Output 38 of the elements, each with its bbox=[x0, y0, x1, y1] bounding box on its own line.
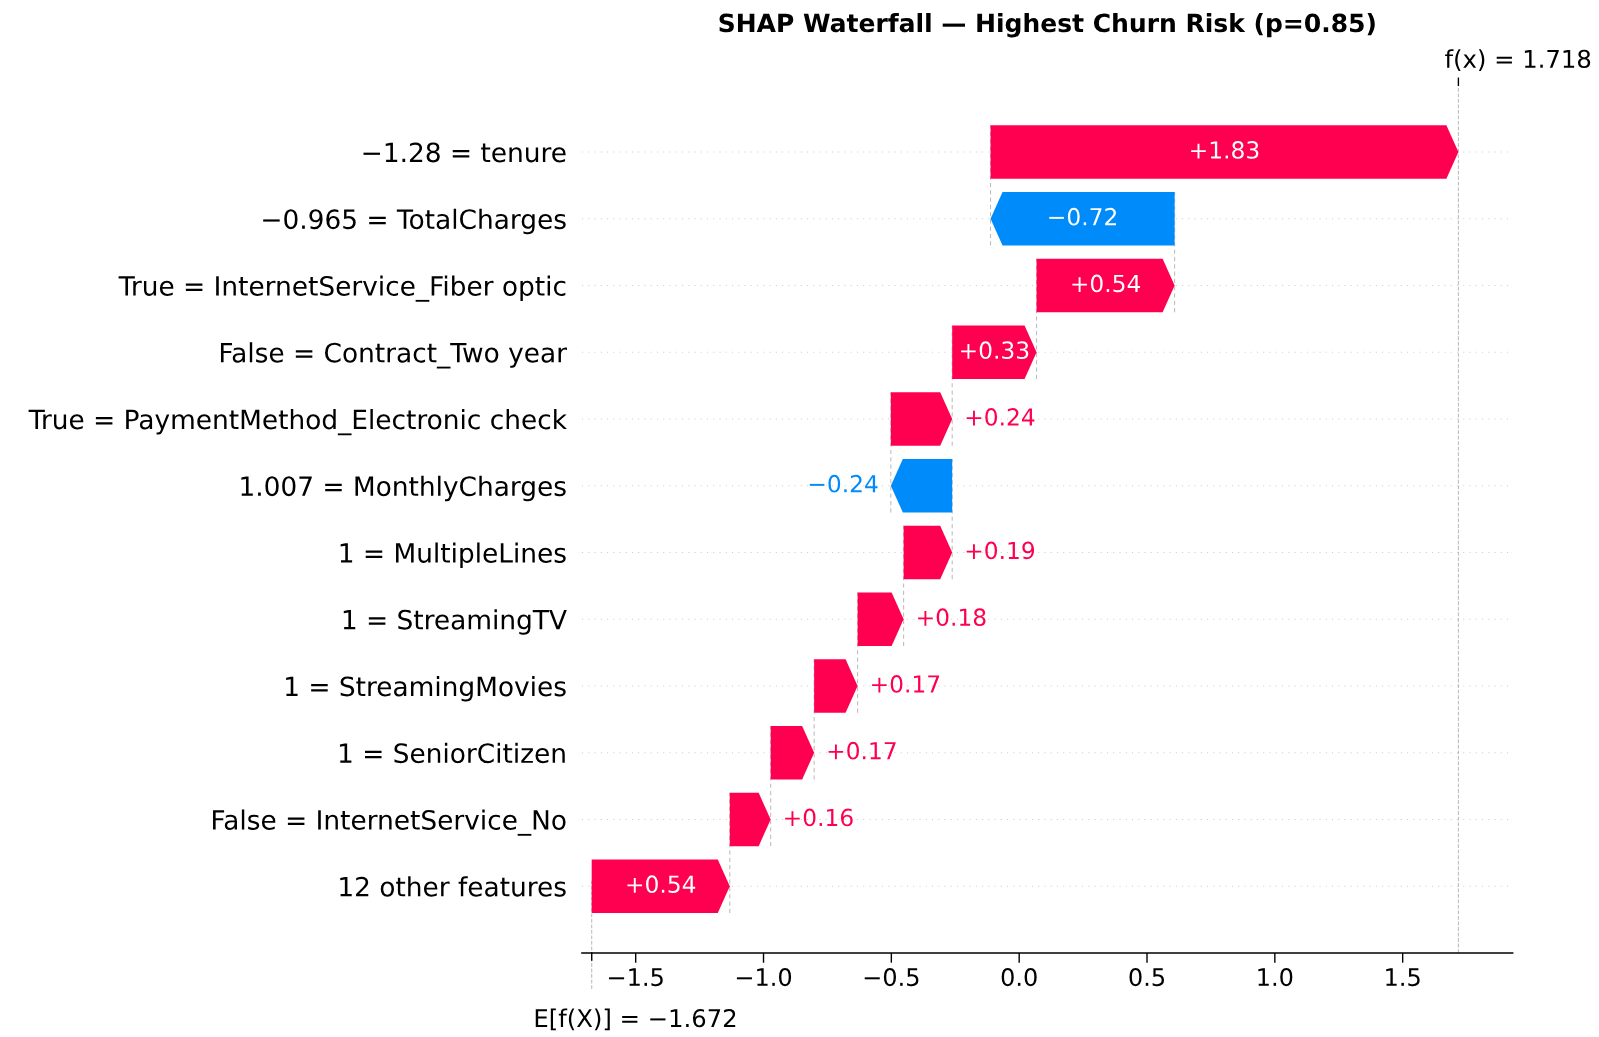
x-tick-label: 0.5 bbox=[1129, 968, 1165, 987]
bar bbox=[1036, 258, 1175, 313]
y-tick-label: True = InternetService_Fiber optic bbox=[118, 275, 566, 302]
x-tick-label: −1.5 bbox=[609, 968, 663, 987]
data-label: +0.54 bbox=[627, 875, 696, 894]
bar bbox=[990, 125, 1459, 179]
y-tick-label: 1.007 = MonthlyCharges bbox=[241, 475, 566, 502]
x-tick-label: −0.5 bbox=[864, 968, 919, 987]
y-tick-label: 1 = StreamingMovies bbox=[286, 675, 566, 702]
bar bbox=[990, 192, 1175, 246]
x-tick-label: −1.0 bbox=[736, 968, 792, 987]
ref-line-label: E[f(X)] = −1.672 bbox=[535, 1008, 736, 1031]
y-tick-label: 1 = MultipleLines bbox=[340, 542, 566, 569]
ref-line-label: f(x) = 1.718 bbox=[1445, 49, 1591, 71]
data-label: +0.16 bbox=[785, 808, 853, 827]
y-tick-label: −1.28 = tenure bbox=[363, 142, 566, 163]
data-label: +0.19 bbox=[966, 541, 1035, 560]
x-tick-label: 0.0 bbox=[1001, 968, 1037, 987]
x-tick-label: 1.5 bbox=[1386, 968, 1420, 987]
data-label: +0.54 bbox=[1072, 274, 1141, 293]
bar bbox=[591, 859, 730, 913]
y-tick-label: False = Contract_Two year bbox=[220, 342, 567, 369]
chart-title: SHAP Waterfall — Highest Churn Risk (p=0.85) bbox=[719, 13, 1375, 38]
data-label: +0.18 bbox=[918, 608, 986, 627]
data-label: +0.24 bbox=[966, 408, 1035, 426]
y-tick-label: 1 = SeniorCitizen bbox=[339, 742, 565, 764]
y-tick-label: 12 other features bbox=[340, 876, 566, 897]
y-tick-label: False = InternetService_No bbox=[213, 809, 566, 836]
x-tick-label: 1.0 bbox=[1258, 968, 1293, 987]
y-tick-label: 1 = StreamingTV bbox=[343, 609, 567, 635]
data-label: +0.33 bbox=[961, 341, 1029, 360]
data-label: +1.83 bbox=[1191, 141, 1259, 159]
data-label: −0.72 bbox=[1049, 207, 1116, 226]
y-tick-label: −0.965 = TotalCharges bbox=[263, 208, 566, 235]
y-tick-label: True = PaymentMethod_Electronic check bbox=[28, 408, 567, 436]
data-label: +0.17 bbox=[828, 741, 896, 760]
data-label: −0.24 bbox=[809, 474, 878, 493]
data-label: +0.17 bbox=[872, 675, 940, 693]
